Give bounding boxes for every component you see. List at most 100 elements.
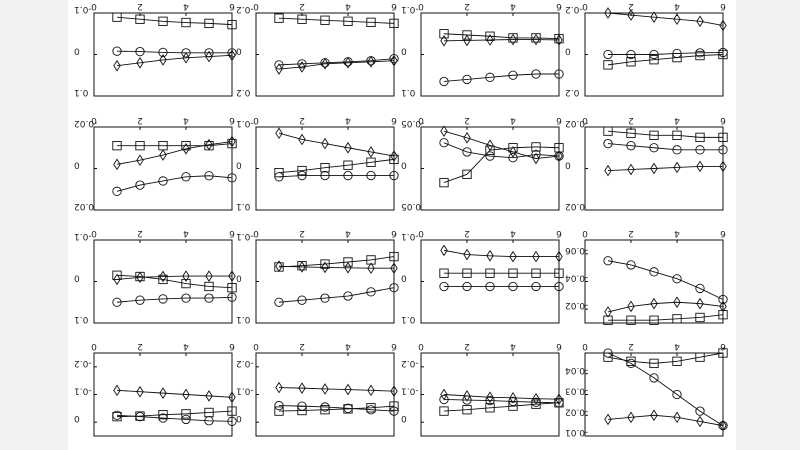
data-point-circle: [695, 283, 705, 294]
x-tick-label: 2: [299, 341, 305, 351]
data-point-square: [112, 270, 122, 280]
subplot-r1-c1: 0 2 4 6-0.100.1: [236, 115, 399, 211]
x-tick-label: 2: [137, 341, 143, 351]
data-point-diamond: [463, 390, 471, 402]
data-point-circle: [531, 149, 541, 160]
x-tick-label: 4: [183, 1, 189, 11]
data-point-diamond: [228, 135, 236, 148]
data-point-diamond: [440, 244, 448, 257]
data-point-circle: [389, 406, 399, 416]
data-point-diamond: [650, 297, 658, 310]
y-tick-label: 0.1: [74, 87, 88, 97]
data-point-square: [649, 130, 659, 140]
data-point-diamond: [627, 300, 635, 313]
subplot-frame: [420, 352, 560, 437]
data-point-circle: [649, 49, 659, 60]
data-point-circle: [274, 172, 284, 182]
data-point-diamond: [136, 271, 144, 284]
series-line-diamond: [607, 165, 723, 172]
y-tick-label: -0.2: [565, 4, 583, 14]
data-point-diamond: [367, 384, 375, 397]
data-point-square: [135, 271, 145, 282]
data-point-square: [695, 50, 705, 61]
data-point-square: [389, 401, 399, 411]
data-point-square: [672, 356, 682, 366]
data-point-circle: [274, 60, 284, 70]
data-point-circle: [554, 69, 564, 79]
data-point-circle: [508, 70, 518, 80]
data-point-square: [531, 33, 541, 43]
data-point-circle: [672, 389, 682, 400]
data-point-square: [554, 398, 564, 408]
data-point-circle: [227, 416, 237, 426]
data-point-diamond: [228, 270, 236, 282]
data-point-circle: [462, 395, 472, 405]
subplot-r2-c2: 0 2 4 6-0.100.1: [401, 228, 564, 324]
data-point-diamond: [486, 249, 494, 262]
data-point-square: [718, 348, 728, 358]
data-point-square: [112, 411, 122, 422]
data-point-circle: [531, 69, 541, 79]
data-point-square: [626, 57, 636, 67]
data-point-diamond: [509, 33, 517, 46]
data-point-circle: [112, 297, 122, 307]
data-point-circle: [485, 281, 495, 292]
data-point-square: [135, 141, 145, 151]
x-tick-label: 4: [345, 1, 351, 11]
data-point-circle: [462, 281, 472, 292]
data-point-circle: [343, 170, 353, 181]
data-point-square: [672, 52, 682, 63]
subplot-frame: [255, 12, 395, 97]
data-point-circle: [439, 76, 449, 87]
y-tick-label: 0: [74, 273, 80, 283]
data-point-diamond: [532, 392, 540, 405]
data-point-circle: [274, 297, 284, 307]
data-point-square: [135, 411, 145, 421]
data-point-diamond: [159, 54, 167, 66]
data-point-square: [297, 405, 307, 416]
data-point-square: [672, 130, 682, 140]
data-point-square: [343, 404, 353, 414]
x-tick-label: 6: [391, 115, 397, 125]
data-point-circle: [135, 46, 145, 57]
subplot-r3-c2: 0 2 4 6 -0.2 -0.1 0: [401, 341, 564, 437]
subplot-r0-c2: 0 2 4 6-0.100.1: [401, 1, 564, 97]
data-point-square: [343, 16, 353, 26]
data-point-diamond: [344, 56, 352, 69]
data-point-diamond: [390, 54, 398, 67]
data-point-circle: [389, 170, 399, 181]
y-tick-label: 0: [74, 160, 80, 170]
data-point-diamond: [509, 391, 517, 404]
data-point-circle: [204, 293, 214, 303]
data-point-circle: [320, 170, 330, 181]
data-point-square: [297, 165, 307, 176]
x-tick-label: 0: [582, 1, 588, 11]
data-point-square: [204, 407, 214, 418]
data-point-square: [204, 18, 214, 29]
data-point-circle: [439, 281, 449, 292]
y-tick-label: 0.1: [401, 314, 415, 324]
data-point-circle: [626, 260, 636, 270]
y-tick-label: 0.05: [401, 201, 421, 211]
series-line-circle: [116, 50, 232, 54]
data-point-square: [227, 138, 237, 149]
x-tick-label: 6: [229, 115, 235, 125]
data-point-circle: [508, 396, 518, 407]
data-point-diamond: [463, 131, 471, 144]
y-tick-label: 0: [236, 273, 242, 283]
x-tick-label: 0: [91, 115, 97, 125]
data-point-diamond: [321, 137, 329, 150]
data-point-diamond: [555, 34, 563, 46]
data-point-circle: [462, 74, 472, 85]
data-point-square: [695, 352, 705, 362]
series-line-diamond: [607, 414, 724, 427]
subplot-r3-c1: 0 2 4 6 -0.2 -0.1 0: [236, 341, 399, 437]
x-tick-label: 2: [299, 1, 305, 11]
data-point-circle: [135, 180, 145, 190]
data-point-circle: [439, 394, 449, 405]
series-line-square: [607, 130, 723, 138]
subplot-r3-c3: 0 2 4 6 -0.04 -0.03 -0.02 -0.01: [565, 341, 728, 437]
data-point-diamond: [298, 133, 306, 146]
